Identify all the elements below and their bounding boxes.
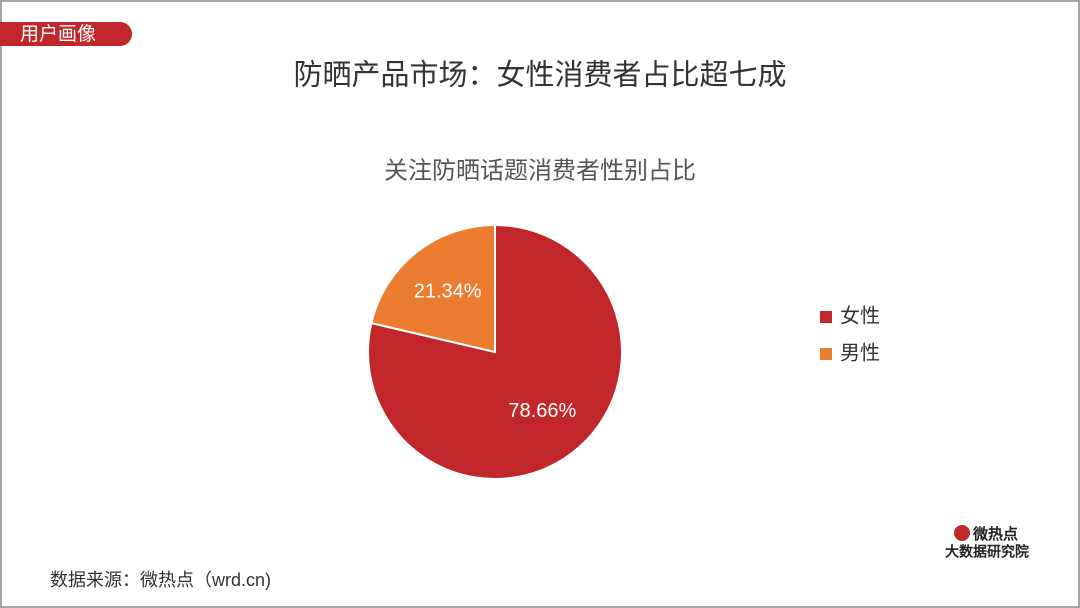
legend-swatch	[820, 311, 832, 323]
chart-subtitle: 关注防晒话题消费者性别占比	[384, 157, 696, 184]
logo-name: 微热点	[972, 525, 1018, 543]
data-label: 21.34%	[414, 281, 482, 303]
tag: 用户画像	[20, 23, 96, 45]
chart-title: 防晒产品市场：女性消费者占比超七成	[293, 59, 786, 92]
source: 数据来源：微热点（wrd.cn)	[50, 570, 271, 590]
logo-subtitle: 大数据研究院	[945, 544, 1029, 560]
legend-label: 女性	[840, 304, 880, 327]
logo-icon	[954, 525, 970, 541]
pie-slice	[370, 223, 496, 354]
legend-swatch	[820, 348, 832, 360]
pie-slice	[367, 223, 623, 480]
tag-background	[0, 22, 132, 46]
legend-label: 男性	[840, 341, 880, 364]
data-label: 78.66%	[508, 400, 576, 422]
